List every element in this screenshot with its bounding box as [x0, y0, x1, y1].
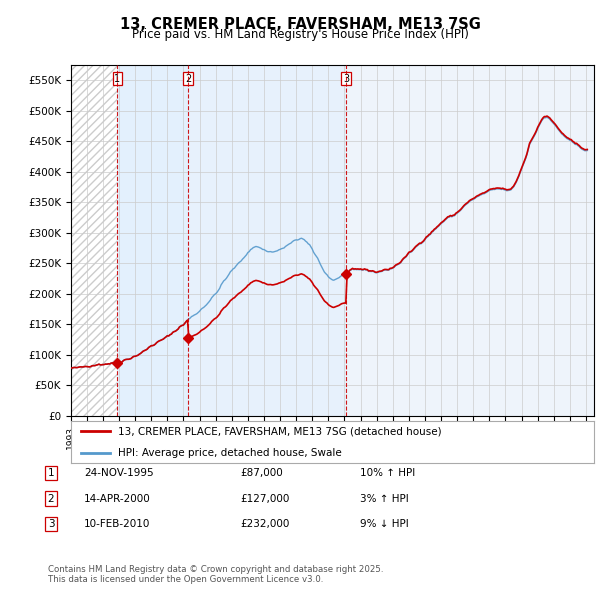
Text: 13, CREMER PLACE, FAVERSHAM, ME13 7SG (detached house): 13, CREMER PLACE, FAVERSHAM, ME13 7SG (d…: [118, 427, 442, 436]
Text: 2: 2: [185, 74, 191, 84]
Text: 3% ↑ HPI: 3% ↑ HPI: [360, 494, 409, 503]
Text: 13, CREMER PLACE, FAVERSHAM, ME13 7SG: 13, CREMER PLACE, FAVERSHAM, ME13 7SG: [119, 17, 481, 31]
Text: 1: 1: [47, 468, 55, 478]
Text: 3: 3: [343, 74, 349, 84]
Text: 2: 2: [47, 494, 55, 503]
Text: £232,000: £232,000: [240, 519, 289, 529]
Text: 1: 1: [115, 74, 121, 84]
Bar: [71, 65, 118, 416]
Text: Price paid vs. HM Land Registry's House Price Index (HPI): Price paid vs. HM Land Registry's House …: [131, 28, 469, 41]
Bar: [118, 65, 188, 416]
Text: 10-FEB-2010: 10-FEB-2010: [84, 519, 151, 529]
Text: HPI: Average price, detached house, Swale: HPI: Average price, detached house, Swal…: [118, 448, 341, 457]
Text: Contains HM Land Registry data © Crown copyright and database right 2025.
This d: Contains HM Land Registry data © Crown c…: [48, 565, 383, 584]
Bar: [188, 65, 346, 416]
Text: 3: 3: [47, 519, 55, 529]
Text: 24-NOV-1995: 24-NOV-1995: [84, 468, 154, 478]
Text: 10% ↑ HPI: 10% ↑ HPI: [360, 468, 415, 478]
Text: £87,000: £87,000: [240, 468, 283, 478]
Text: 14-APR-2000: 14-APR-2000: [84, 494, 151, 503]
Text: £127,000: £127,000: [240, 494, 289, 503]
Text: 9% ↓ HPI: 9% ↓ HPI: [360, 519, 409, 529]
